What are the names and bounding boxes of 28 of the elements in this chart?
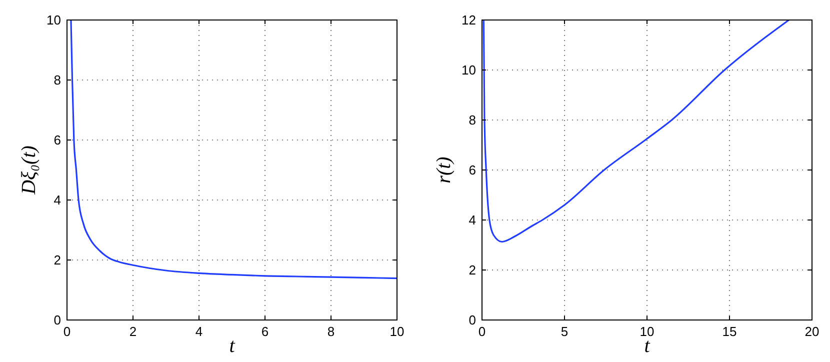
y-axis-title: Dξ₀(t) bbox=[18, 145, 40, 196]
x-tick-label: 15 bbox=[722, 324, 737, 339]
y-tick-label: 10 bbox=[462, 62, 476, 78]
y-tick-label: 4 bbox=[54, 192, 61, 208]
y-tick-label: 10 bbox=[46, 12, 61, 28]
x-tick-label: 2 bbox=[129, 324, 137, 339]
y-tick-label: 2 bbox=[468, 262, 476, 278]
x-tick-label: 0 bbox=[478, 324, 486, 339]
x-tick-label: 10 bbox=[390, 324, 404, 339]
y-tick-label: 0 bbox=[468, 312, 476, 328]
y-tick-label: 4 bbox=[468, 212, 476, 228]
x-tick-label: 8 bbox=[327, 324, 335, 339]
x-tick-label: 0 bbox=[63, 324, 71, 339]
y-tick-label: 0 bbox=[54, 312, 61, 328]
y-tick-label: 2 bbox=[54, 252, 61, 268]
x-axis-title: t bbox=[229, 335, 236, 357]
line-series bbox=[70, 20, 397, 280]
y-tick-label: 12 bbox=[462, 12, 476, 28]
x-tick-label: 4 bbox=[195, 324, 203, 339]
x-tick-label: 6 bbox=[261, 324, 269, 339]
line-series bbox=[482, 20, 790, 243]
y-axis-title: r(t) bbox=[433, 156, 455, 184]
y-tick-label: 6 bbox=[54, 132, 61, 148]
x-tick-label: 20 bbox=[804, 324, 820, 339]
y-tick-label: 6 bbox=[468, 162, 476, 178]
y-tick-label: 8 bbox=[54, 72, 61, 88]
x-tick-label: 5 bbox=[560, 324, 568, 339]
y-tick-label: 8 bbox=[468, 112, 476, 128]
